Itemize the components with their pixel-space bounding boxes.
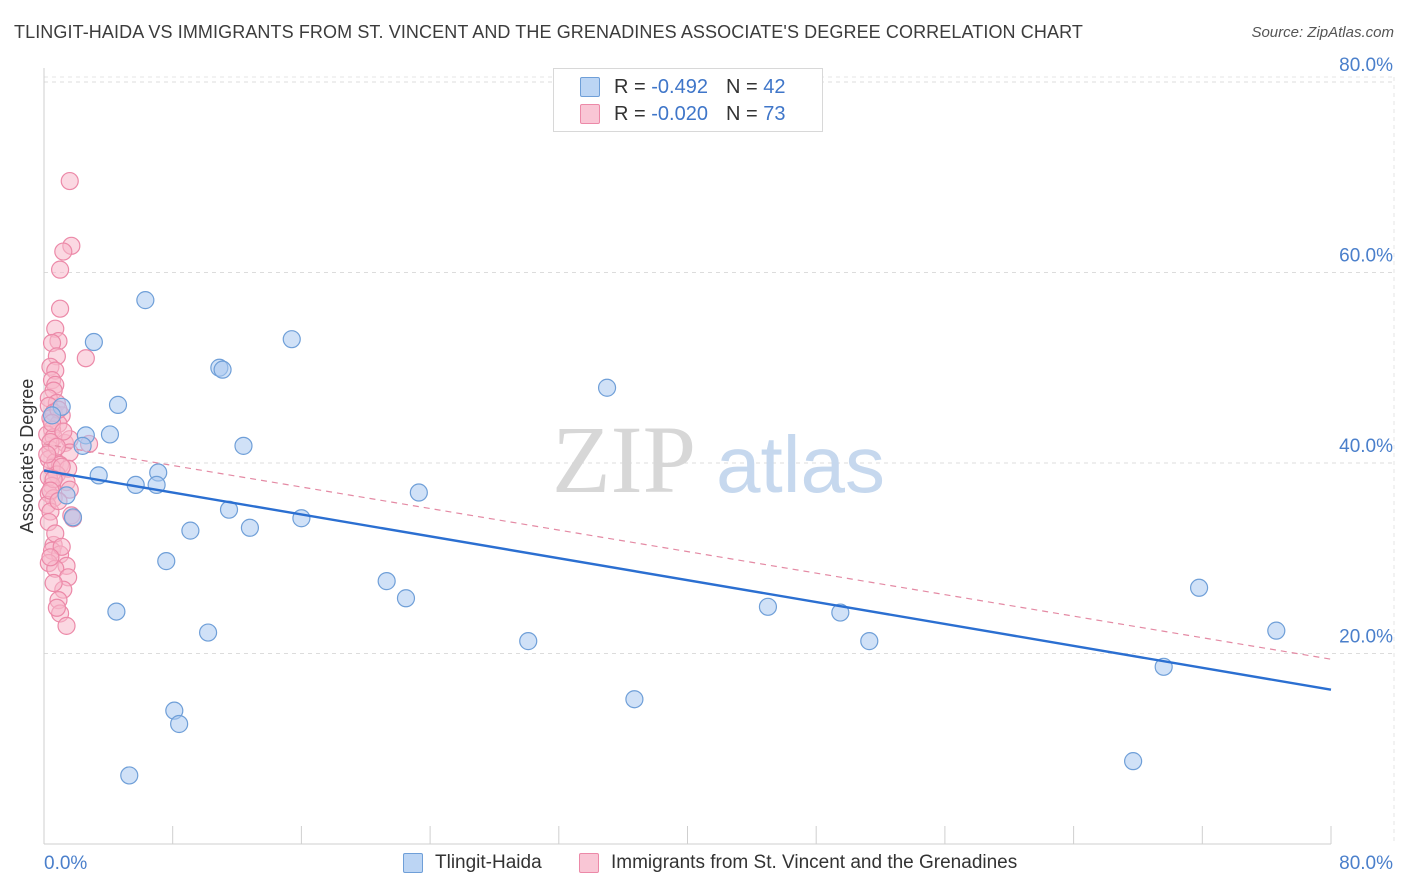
point-tlingit-haida [170, 714, 189, 734]
legend-n-label: N = [725, 75, 758, 98]
x-tick-label: 0.0% [44, 853, 87, 874]
point-immigrants [54, 242, 73, 261]
point-tlingit-haida [157, 552, 176, 571]
legend-label: Immigrants from St. Vincent and the Gren… [611, 852, 1018, 873]
point-tlingit-haida [282, 330, 301, 349]
trendline-tlingit-haida [43, 469, 1332, 691]
legend-r-label: R = [614, 102, 646, 125]
correlation-legend: R = -0.492 N = 42 R = -0.020 N = 73 [553, 68, 823, 132]
legend-row-tlingit-haida: R = -0.492 N = 42 [580, 74, 785, 100]
watermark-atlas: atlas [716, 420, 885, 509]
legend-r-value: -0.492 [651, 75, 708, 98]
point-tlingit-haida [377, 572, 396, 591]
point-tlingit-haida [831, 603, 850, 622]
legend-swatch-pink [580, 104, 600, 124]
legend-n-label: N = [725, 102, 758, 125]
point-tlingit-haida [42, 406, 62, 425]
watermark-zip: ZIP [552, 406, 696, 513]
point-tlingit-haida [100, 425, 120, 444]
point-immigrants [38, 445, 57, 464]
point-tlingit-haida [120, 766, 139, 785]
point-tlingit-haida [63, 508, 83, 527]
data-points [38, 171, 1286, 785]
point-tlingit-haida [1124, 752, 1143, 771]
y-axis-label: Associate's Degree [17, 379, 37, 534]
point-tlingit-haida [84, 332, 103, 352]
point-tlingit-haida [57, 486, 76, 505]
legend-item-tlingit-haida: Tlingit-Haida [403, 852, 542, 874]
point-tlingit-haida [181, 521, 200, 540]
point-immigrants [76, 349, 95, 368]
x-tick-label: 80.0% [1339, 853, 1393, 874]
point-tlingit-haida [409, 483, 428, 502]
legend-n-value: 73 [763, 102, 786, 125]
point-tlingit-haida [597, 378, 617, 397]
point-tlingit-haida [240, 518, 260, 537]
y-tick-label: 40.0% [1339, 436, 1393, 457]
axes [43, 68, 1332, 845]
point-tlingit-haida [396, 589, 416, 608]
point-tlingit-haida [1189, 578, 1209, 597]
legend-r-label: R = [614, 75, 646, 98]
trendlines [43, 443, 1332, 691]
source-label: Source: ZipAtlas.com [1251, 24, 1394, 41]
point-tlingit-haida [213, 360, 232, 379]
tick-labels: 20.0% 40.0% 60.0% 80.0% 0.0% 80.0% [44, 55, 1393, 874]
point-immigrants [44, 573, 63, 593]
point-immigrants [57, 616, 76, 635]
point-immigrants [50, 299, 70, 318]
point-tlingit-haida [198, 623, 218, 642]
point-tlingit-haida [860, 632, 879, 651]
point-immigrants [41, 548, 60, 567]
point-immigrants [50, 260, 70, 279]
legend-n-value: 42 [763, 75, 786, 98]
point-immigrants [47, 598, 66, 617]
trendline-immigrants [43, 443, 1332, 660]
point-immigrants [60, 171, 79, 191]
point-tlingit-haida [1267, 621, 1286, 640]
point-tlingit-haida [234, 436, 253, 455]
point-tlingit-haida [758, 597, 778, 616]
series-legend: Tlingit-Haida Immigrants from St. Vincen… [0, 852, 1406, 878]
legend-swatch-blue [580, 77, 600, 97]
point-tlingit-haida [519, 632, 538, 651]
point-tlingit-haida [136, 291, 155, 310]
watermark: ZIP atlas [552, 406, 885, 513]
legend-row-immigrants: R = -0.020 N = 73 [580, 101, 785, 127]
y-tick-label: 80.0% [1339, 55, 1393, 76]
legend-swatch-pink [579, 853, 599, 873]
y-tick-label: 60.0% [1339, 246, 1393, 267]
legend-swatch-blue [403, 853, 423, 873]
y-tick-label: 20.0% [1339, 627, 1393, 648]
point-tlingit-haida [625, 690, 644, 709]
point-tlingit-haida [107, 602, 126, 621]
point-immigrants [54, 422, 73, 441]
legend-r-value: -0.020 [651, 102, 708, 125]
point-tlingit-haida [108, 395, 128, 414]
legend-label: Tlingit-Haida [435, 852, 542, 873]
point-immigrants [52, 537, 71, 556]
chart-title: TLINGIT-HAIDA VS IMMIGRANTS FROM ST. VIN… [14, 22, 1083, 42]
legend-item-immigrants: Immigrants from St. Vincent and the Gren… [579, 852, 1017, 874]
